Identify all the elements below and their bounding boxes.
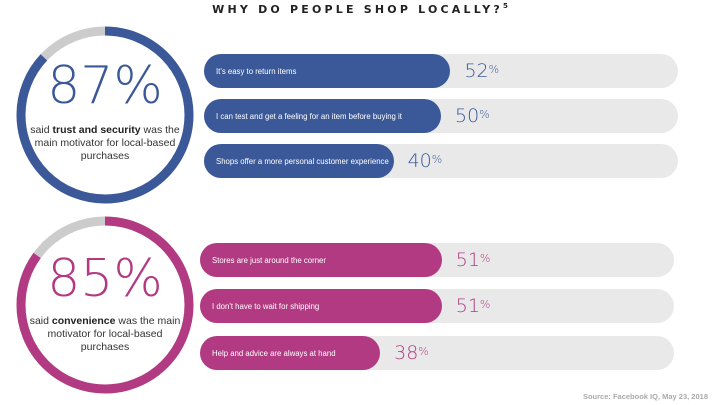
bar-value: 52% xyxy=(464,60,500,82)
bar-label: Stores are just around the corner xyxy=(212,255,326,265)
bar-value: 50% xyxy=(455,105,490,127)
donut-ring-convenience xyxy=(16,216,194,394)
headline-percent-convenience: 85% xyxy=(47,249,163,309)
bar-label: I can test and get a feeling for an item… xyxy=(216,111,402,121)
headline-trust: 87% said trust and security was the main… xyxy=(25,60,185,163)
bar-fill: It's easy to return items xyxy=(204,54,451,88)
bar-row: Stores are just around the corner 51% xyxy=(200,243,674,277)
bar-label: Shops offer a more personal customer exp… xyxy=(216,156,389,166)
bar-value: 38% xyxy=(394,342,429,364)
bar-value: 51% xyxy=(455,295,491,317)
bar-fill: Stores are just around the corner xyxy=(200,243,442,277)
bar-label: Help and advice are always at hand xyxy=(212,348,336,358)
donut-ring-trust xyxy=(16,26,194,204)
bar-row: Shops offer a more personal customer exp… xyxy=(204,144,678,178)
bar-fill: Shops offer a more personal customer exp… xyxy=(204,144,394,178)
bar-fill: I don't have to wait for shipping xyxy=(200,289,442,323)
source-note: Source: Facebook IQ, May 23, 2018 xyxy=(582,392,708,401)
bar-row: I can test and get a feeling for an item… xyxy=(204,99,678,133)
bar-row: I don't have to wait for shipping 51% xyxy=(200,289,674,323)
bar-value: 51% xyxy=(455,249,491,271)
headline-convenience: 85% said convenience was the main motiva… xyxy=(25,253,185,354)
bar-row: It's easy to return items 52% xyxy=(204,54,678,88)
bar-label: It's easy to return items xyxy=(216,66,297,76)
bar-fill: I can test and get a feeling for an item… xyxy=(204,99,441,133)
chart-title: WHY DO PEOPLE SHOP LOCALLY?5 xyxy=(212,2,508,16)
headline-caption-trust: said trust and security was the main mot… xyxy=(30,124,180,162)
headline-percent-trust: 87% xyxy=(47,56,163,116)
bar-label: I don't have to wait for shipping xyxy=(212,301,320,311)
ring-fill-convenience xyxy=(16,216,194,394)
ring-fill-trust xyxy=(16,26,194,204)
bar-fill: Help and advice are always at hand xyxy=(200,336,381,370)
headline-caption-convenience: said convenience was the main motivator … xyxy=(29,315,181,353)
bar-row: Help and advice are always at hand 38% xyxy=(200,336,674,370)
bar-value: 40% xyxy=(407,150,443,172)
title-footnote: 5 xyxy=(502,2,508,10)
